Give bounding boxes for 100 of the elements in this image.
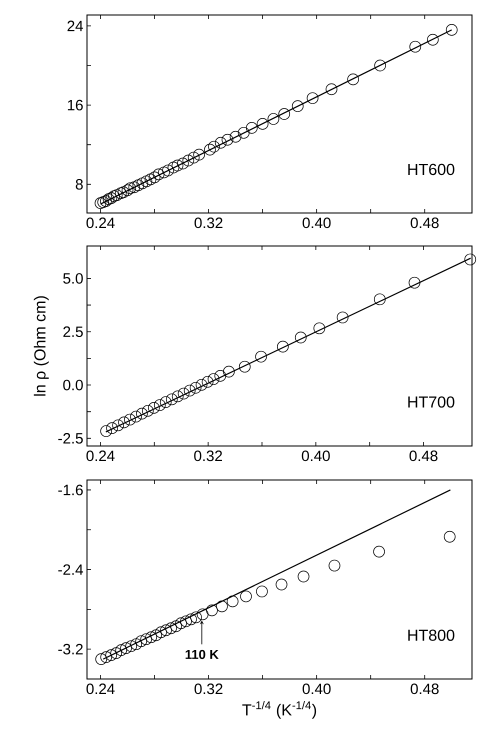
point — [256, 118, 268, 130]
point — [214, 136, 227, 149]
point — [277, 340, 289, 352]
point — [240, 590, 252, 602]
point — [464, 254, 476, 266]
point — [193, 148, 205, 160]
point — [190, 382, 202, 394]
point — [155, 626, 167, 638]
point — [202, 376, 214, 388]
point — [160, 624, 172, 636]
point — [160, 396, 172, 408]
annotation: HT600 — [408, 164, 454, 176]
point — [125, 640, 138, 652]
y-tick-label: -2.5 — [58, 433, 83, 444]
point — [256, 586, 268, 598]
point — [122, 184, 134, 196]
point — [154, 399, 166, 411]
point — [204, 144, 216, 156]
y-tick-label: 24 — [68, 20, 84, 32]
point — [373, 546, 385, 558]
x-tick-label: 0.40 — [302, 218, 331, 228]
point — [148, 172, 160, 184]
point — [222, 134, 234, 146]
point — [268, 113, 280, 125]
x-axis-title: T$^{-1/4}$ (K$^{-1/4}$) — [242, 701, 316, 719]
point — [94, 197, 106, 209]
x-tick-label: 0.48 — [410, 450, 438, 462]
point — [140, 633, 152, 646]
point — [172, 390, 184, 402]
point — [426, 34, 439, 46]
point — [135, 635, 148, 648]
point — [128, 181, 140, 194]
annotation: HT800 — [408, 630, 454, 641]
point — [106, 422, 118, 434]
y-tick-label: 8 — [76, 178, 83, 190]
point — [105, 649, 118, 661]
point — [145, 631, 158, 644]
point — [226, 596, 238, 608]
point — [206, 604, 218, 616]
y-tick-label: 16 — [68, 100, 83, 110]
point — [148, 402, 160, 414]
x-tick-label: 0.32 — [194, 684, 222, 694]
x-tick-label: 0.40 — [302, 684, 331, 694]
point — [118, 186, 130, 198]
point — [255, 350, 267, 363]
y-tick-label: 5.0 — [63, 273, 83, 284]
point — [294, 332, 307, 344]
point — [374, 293, 386, 306]
x-tick-label: 0.32 — [194, 450, 222, 462]
point — [238, 126, 250, 139]
x-tick-label: 0.24 — [86, 684, 115, 694]
point — [132, 179, 144, 192]
point — [180, 615, 192, 628]
y-tick-label: 0.0 — [63, 380, 83, 390]
point — [115, 644, 128, 656]
y-tick-label: 2.5 — [63, 326, 83, 338]
point — [102, 193, 114, 205]
point — [223, 366, 235, 378]
point — [230, 130, 242, 143]
point — [208, 140, 220, 153]
y-axis-title: ln ρ (Ohm cm) — [34, 296, 49, 396]
x-tick-label: 0.48 — [410, 218, 439, 228]
point — [170, 620, 182, 632]
point — [238, 360, 251, 373]
point — [124, 182, 136, 194]
point — [124, 414, 136, 426]
point — [152, 168, 164, 180]
point — [172, 160, 184, 172]
point — [216, 600, 228, 612]
point — [97, 196, 110, 208]
point — [177, 158, 189, 170]
point — [162, 164, 174, 176]
point — [408, 276, 420, 289]
annotation: 110 K — [186, 650, 219, 660]
annotation: HT700 — [408, 396, 454, 408]
point — [140, 175, 152, 188]
point — [326, 83, 338, 96]
x-tick-label: 0.40 — [302, 450, 330, 462]
y-tick-label: -1.6 — [58, 484, 83, 496]
y-tick-label: -2.4 — [58, 564, 84, 575]
y-tick-label: -3.2 — [58, 644, 83, 654]
point — [190, 611, 202, 624]
point — [313, 322, 326, 334]
point — [208, 373, 220, 385]
point — [298, 570, 310, 582]
point — [110, 189, 123, 202]
point — [130, 638, 142, 650]
point — [374, 60, 386, 72]
point — [185, 613, 197, 626]
point — [328, 560, 340, 572]
point — [105, 192, 118, 204]
point — [118, 416, 130, 428]
point — [100, 195, 112, 207]
x-tick-label: 0.48 — [410, 684, 439, 694]
point — [175, 617, 187, 630]
point — [306, 92, 318, 104]
point — [100, 651, 112, 663]
point — [114, 187, 127, 200]
point — [196, 378, 208, 391]
point — [166, 393, 178, 406]
